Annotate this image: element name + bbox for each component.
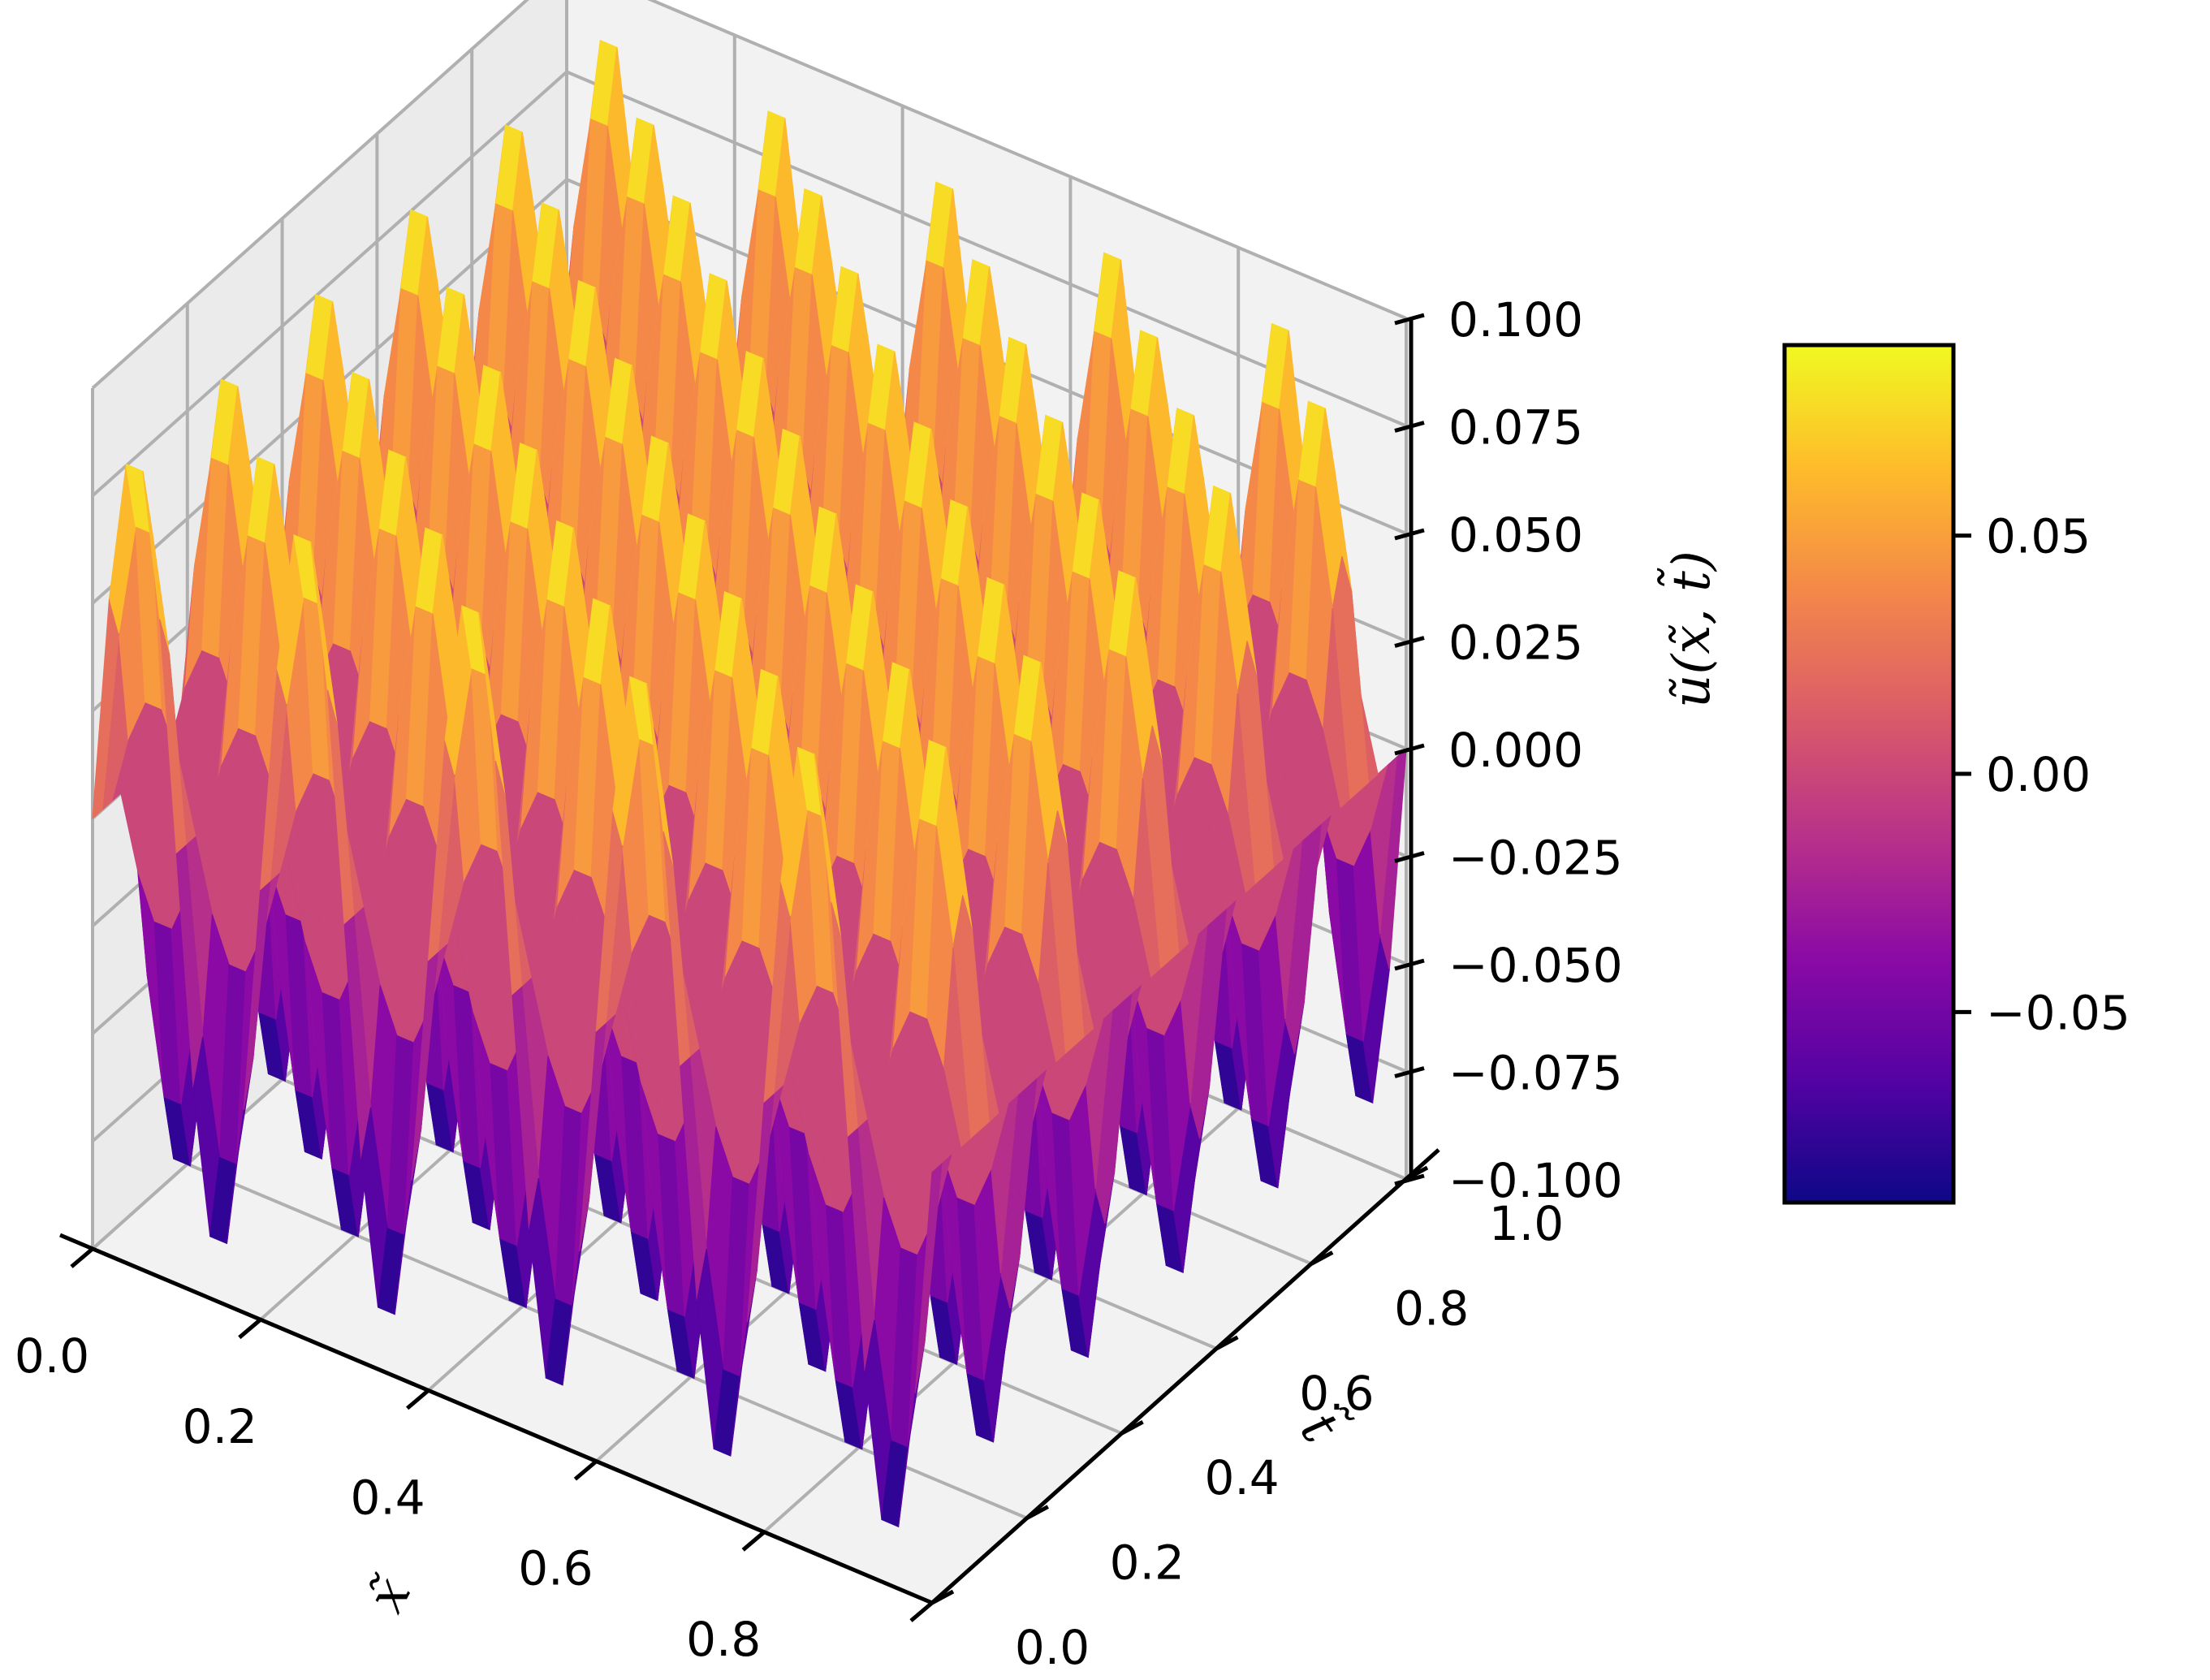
z-tick-label: −0.100 (1448, 1153, 1623, 1208)
colorbar: −0.05 0.00 0.05 (1782, 343, 2130, 1205)
z-tick-label: 0.100 (1448, 292, 1583, 348)
x-tick-mark (909, 1601, 934, 1622)
t-tick-mark (1025, 1505, 1049, 1520)
t-tick-label: 0.6 (1299, 1366, 1374, 1421)
x-tick-mark (573, 1459, 598, 1481)
tick-labels: 0.00.20.40.60.81.00.00.20.40.60.81.0−0.1… (15, 292, 1623, 1675)
t-axis-line (930, 1148, 1440, 1604)
x-tick-label: 0.8 (686, 1612, 761, 1667)
t-tick-label: 0.2 (1110, 1535, 1185, 1591)
z-tick-label: −0.025 (1448, 831, 1623, 886)
t-tick-label: 1.0 (1489, 1196, 1564, 1251)
t-tick-mark (930, 1589, 955, 1605)
z-tick-mark (1394, 528, 1425, 541)
t-tick-label: 0.8 (1394, 1281, 1469, 1336)
t-tick-mark (1215, 1335, 1239, 1351)
axes-lines (59, 313, 1440, 1622)
colorbar-tick-label: −0.05 (1986, 985, 2130, 1040)
z-tick-mark (1394, 851, 1425, 863)
z-tick-mark (1394, 1066, 1425, 1078)
z-tick-mark (1394, 743, 1425, 756)
x-tick-label: 0.6 (518, 1541, 593, 1596)
grid-right-z (647, 0, 1407, 320)
grid-left-z (91, 71, 568, 497)
z-tick-mark (1394, 421, 1425, 433)
grid-left-z (91, 0, 529, 390)
z-tick-mark (1394, 1173, 1425, 1186)
colorbar-tick-label: 0.05 (1986, 509, 2091, 564)
z-tick-label: 0.025 (1448, 615, 1583, 671)
t-tick-mark (1405, 1165, 1429, 1181)
x-tick-mark (70, 1247, 94, 1268)
x-tick-label: 0.4 (350, 1470, 425, 1525)
t-tick-label: 0.0 (1015, 1620, 1090, 1675)
colorbar-ticks: −0.05 0.00 0.05 (1953, 509, 2130, 1040)
z-tick-label: 0.050 (1448, 507, 1583, 563)
x-tick-mark (741, 1530, 766, 1552)
x-axis-line (59, 1233, 933, 1605)
colorbar-bar (1782, 343, 1956, 1205)
z-tick-label: −0.075 (1448, 1046, 1623, 1101)
x-tick-label: 0.2 (183, 1399, 257, 1454)
x-tick-label: 0.0 (15, 1328, 89, 1384)
x-tick-mark (405, 1388, 430, 1410)
surface-mesh (92, 39, 1407, 1528)
z-tick-mark (1394, 636, 1425, 648)
z-tick-label: 0.000 (1448, 723, 1583, 778)
x-axis-label: x̃ (356, 1567, 424, 1622)
z-axis-label: ũ(x̃, t̃) (1657, 551, 1722, 708)
t-tick-mark (1120, 1419, 1144, 1436)
colorbar-tick-label: 0.00 (1986, 747, 2091, 802)
x-tick-mark (238, 1318, 262, 1340)
z-tick-mark (1394, 958, 1425, 971)
z-tick-label: −0.050 (1448, 938, 1623, 993)
t-tick-mark (1310, 1250, 1334, 1266)
z-tick-mark (1394, 313, 1425, 326)
surface-patch (914, 1163, 943, 1393)
t-tick-label: 0.4 (1204, 1450, 1279, 1505)
z-tick-label: 0.075 (1448, 400, 1583, 456)
